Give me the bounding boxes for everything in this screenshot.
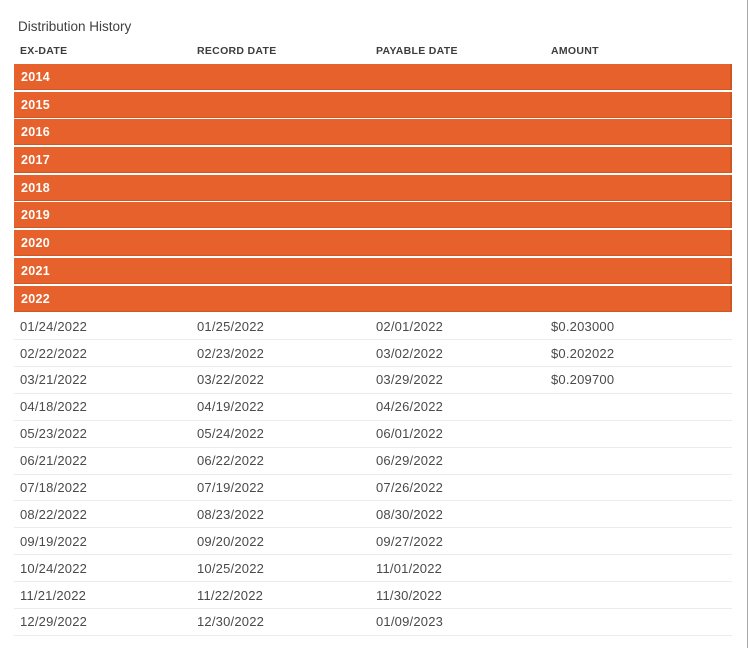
amount-cell: $0.209700 bbox=[551, 372, 615, 388]
table-row: 08/22/2022 08/23/2022 08/30/2022 bbox=[14, 501, 732, 529]
page-right-border bbox=[747, 0, 748, 648]
year-group-2021[interactable]: 2021 bbox=[14, 257, 732, 284]
ex-date-cell: 02/22/2022 bbox=[20, 345, 88, 361]
page-title: Distribution History bbox=[18, 19, 132, 34]
record-date-cell: 12/30/2022 bbox=[197, 614, 265, 630]
record-date-cell: 01/25/2022 bbox=[197, 318, 265, 334]
ex-date-cell: 04/18/2022 bbox=[20, 399, 88, 415]
table-body: 01/24/2022 01/25/2022 02/01/2022 $0.203000 0… bbox=[14, 313, 732, 636]
payable-date-cell: 09/27/2022 bbox=[376, 533, 444, 549]
year-group-2019[interactable]: 2019 bbox=[14, 202, 732, 229]
year-label: 2017 bbox=[21, 153, 51, 168]
ex-date-cell: 09/19/2022 bbox=[20, 533, 88, 549]
year-label: 2016 bbox=[21, 125, 51, 140]
record-date-cell: 03/22/2022 bbox=[197, 372, 265, 388]
column-header-ex-date: EX-DATE bbox=[20, 45, 68, 57]
ex-date-cell: 06/21/2022 bbox=[20, 453, 88, 469]
year-label: 2021 bbox=[21, 263, 51, 278]
payable-date-cell: 03/29/2022 bbox=[376, 372, 444, 388]
record-date-cell: 07/19/2022 bbox=[197, 479, 265, 495]
table-row: 10/24/2022 10/25/2022 11/01/2022 bbox=[14, 555, 732, 583]
record-date-cell: 04/19/2022 bbox=[197, 399, 265, 415]
amount-cell: $0.203000 bbox=[551, 318, 615, 334]
ex-date-cell: 07/18/2022 bbox=[20, 479, 88, 495]
year-label: 2022 bbox=[21, 291, 51, 306]
payable-date-cell: 01/09/2023 bbox=[376, 614, 444, 630]
year-label: 2014 bbox=[21, 70, 51, 84]
year-group-2017[interactable]: 2017 bbox=[14, 147, 732, 174]
record-date-cell: 02/23/2022 bbox=[197, 345, 265, 361]
ex-date-cell: 03/21/2022 bbox=[20, 372, 88, 388]
ex-date-cell: 05/23/2022 bbox=[20, 426, 88, 442]
record-date-cell: 05/24/2022 bbox=[197, 426, 265, 442]
table-row: 02/22/2022 02/23/2022 03/02/2022 $0.202022 bbox=[14, 340, 732, 367]
record-date-cell: 08/23/2022 bbox=[197, 506, 265, 522]
distribution-history-table: EX-DATE RECORD DATE PAYABLE DATE AMOUNT … bbox=[14, 34, 732, 636]
amount-cell: $0.202022 bbox=[551, 345, 615, 361]
table-row: 06/21/2022 06/22/2022 06/29/2022 bbox=[14, 448, 732, 475]
payable-date-cell: 02/01/2022 bbox=[376, 318, 444, 334]
column-header-payable-date: PAYABLE DATE bbox=[376, 45, 458, 57]
payable-date-cell: 11/01/2022 bbox=[376, 560, 443, 576]
year-label: 2018 bbox=[21, 180, 51, 195]
table-row: 12/29/2022 12/30/2022 01/09/2023 bbox=[14, 609, 732, 636]
column-header-amount: AMOUNT bbox=[551, 45, 599, 57]
payable-date-cell: 07/26/2022 bbox=[376, 479, 444, 495]
column-header-record-date: RECORD DATE bbox=[197, 45, 277, 57]
year-group-2016[interactable]: 2016 bbox=[14, 119, 732, 146]
ex-date-cell: 10/24/2022 bbox=[20, 560, 88, 576]
year-group-2014[interactable]: 2014 bbox=[14, 64, 732, 90]
year-group-2020[interactable]: 2020 bbox=[14, 230, 732, 257]
payable-date-cell: 06/01/2022 bbox=[376, 426, 444, 442]
ex-date-cell: 11/21/2022 bbox=[20, 587, 87, 603]
record-date-cell: 11/22/2022 bbox=[197, 587, 264, 603]
payable-date-cell: 11/30/2022 bbox=[376, 587, 443, 603]
year-group-2018[interactable]: 2018 bbox=[14, 174, 732, 201]
record-date-cell: 06/22/2022 bbox=[197, 453, 265, 469]
year-label: 2015 bbox=[21, 97, 51, 112]
payable-date-cell: 08/30/2022 bbox=[376, 506, 444, 522]
ex-date-cell: 01/24/2022 bbox=[20, 318, 88, 334]
payable-date-cell: 06/29/2022 bbox=[376, 453, 444, 469]
table-row: 11/21/2022 11/22/2022 11/30/2022 bbox=[14, 582, 732, 609]
table-row: 04/18/2022 04/19/2022 04/26/2022 bbox=[14, 394, 732, 421]
table-row: 01/24/2022 01/25/2022 02/01/2022 $0.203000 bbox=[14, 313, 732, 341]
payable-date-cell: 04/26/2022 bbox=[376, 399, 444, 415]
record-date-cell: 09/20/2022 bbox=[197, 533, 265, 549]
ex-date-cell: 08/22/2022 bbox=[20, 506, 88, 522]
year-group-bars: 2014 2015 2016 2017 2018 2019 2020 2021 2022 bbox=[14, 64, 732, 312]
year-label: 2019 bbox=[21, 208, 51, 223]
payable-date-cell: 03/02/2022 bbox=[376, 345, 444, 361]
table-row: 03/21/2022 03/22/2022 03/29/2022 $0.209700 bbox=[14, 367, 732, 394]
ex-date-cell: 12/29/2022 bbox=[20, 614, 88, 630]
year-label: 2020 bbox=[21, 236, 51, 251]
table-row: 05/23/2022 05/24/2022 06/01/2022 bbox=[14, 421, 732, 448]
year-group-2015[interactable]: 2015 bbox=[14, 91, 732, 118]
record-date-cell: 10/25/2022 bbox=[197, 560, 265, 576]
table-row: 09/19/2022 09/20/2022 09/27/2022 bbox=[14, 528, 732, 556]
table-row: 07/18/2022 07/19/2022 07/26/2022 bbox=[14, 475, 732, 502]
table-header-row: EX-DATE RECORD DATE PAYABLE DATE AMOUNT bbox=[14, 34, 732, 64]
year-group-2022[interactable]: 2022 bbox=[14, 285, 732, 312]
